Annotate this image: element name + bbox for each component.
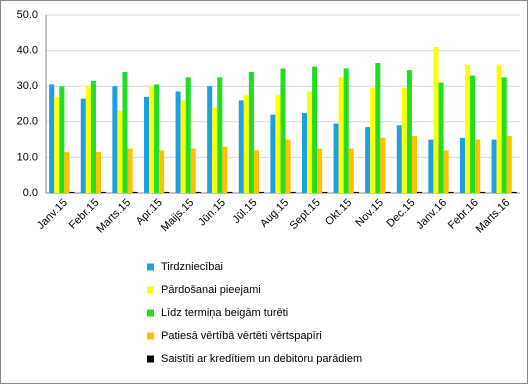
bar: [411, 136, 417, 193]
bar: [491, 139, 497, 193]
legend-swatch: [147, 309, 154, 317]
bar: [132, 191, 138, 193]
bar: [64, 152, 70, 193]
bar: [159, 150, 165, 193]
bar: [164, 191, 170, 193]
bar: [312, 66, 318, 193]
bar: [501, 77, 507, 193]
bar: [396, 125, 402, 193]
bar: [222, 146, 228, 193]
y-tick-label: 10.0: [17, 151, 38, 163]
y-tick-label: 20.0: [17, 116, 38, 128]
bar: [69, 191, 75, 193]
bar: [275, 95, 281, 193]
bar: [433, 47, 439, 193]
bar: [459, 137, 466, 193]
bar: [301, 112, 308, 193]
bar: [59, 86, 65, 193]
bar: [49, 84, 55, 193]
bar: [207, 86, 213, 193]
bar: [248, 71, 254, 193]
bar: [428, 139, 434, 193]
bar: [122, 71, 128, 193]
bar: [85, 86, 91, 193]
bar: [338, 77, 344, 193]
y-tick-label: 0.0: [23, 187, 38, 199]
bar: [185, 77, 191, 193]
y-tick-label: 40.0: [17, 45, 38, 57]
bar: [380, 137, 386, 193]
bar: [406, 70, 412, 193]
bar: [285, 139, 291, 193]
legend-label: Pārdošanai pieejami: [161, 284, 261, 296]
legend-swatch: [147, 263, 154, 271]
bar: [253, 150, 259, 193]
bar: [154, 84, 160, 193]
bar: [212, 107, 218, 193]
y-tick-label: 30.0: [17, 80, 38, 92]
bar: [238, 100, 244, 193]
bar: [227, 191, 233, 193]
legend-swatch: [147, 355, 154, 363]
bar: [307, 91, 313, 193]
bar: [480, 191, 486, 193]
legend-swatch: [147, 286, 154, 294]
bar: [496, 64, 502, 193]
bar: [90, 80, 96, 193]
bar: [149, 86, 155, 193]
bar: [112, 86, 118, 193]
bar: [80, 98, 86, 193]
bar: [217, 77, 223, 193]
bar: [375, 63, 381, 194]
bar: [270, 114, 276, 193]
bar: [317, 148, 323, 193]
bar: [365, 127, 371, 193]
bar: [511, 191, 517, 193]
bar: [117, 111, 123, 193]
bar: [343, 68, 349, 193]
bar: [243, 95, 249, 193]
bar: [175, 91, 181, 193]
bar: [438, 82, 444, 193]
bar: [143, 96, 150, 193]
bar: [180, 100, 186, 193]
bar: [190, 148, 196, 193]
bar: [290, 191, 296, 193]
y-tick-label: 50.0: [17, 9, 38, 21]
legend-label: Tirdzniecībai: [161, 261, 223, 273]
bar: [127, 148, 133, 193]
bar: [348, 148, 354, 193]
bar: [401, 87, 407, 193]
bar: [95, 152, 101, 193]
bar: [448, 191, 454, 193]
bar: [370, 87, 376, 193]
bar: [470, 75, 476, 193]
bar: [54, 96, 60, 193]
legend-label: Līdz termiņa beigām turēti: [161, 307, 288, 319]
bar: [195, 191, 201, 193]
bar: [475, 139, 481, 193]
bar: [443, 150, 449, 193]
bar: [385, 191, 391, 193]
bar: [333, 123, 339, 193]
legend-swatch: [147, 332, 154, 340]
bar: [506, 136, 512, 193]
bar: [322, 191, 328, 193]
bar: [280, 68, 286, 193]
bar: [258, 191, 265, 193]
bar: [353, 191, 359, 193]
bar: [416, 191, 423, 193]
bar: [100, 191, 107, 193]
legend-label: Saistīti ar kredītiem un debitoru parādi…: [161, 353, 362, 365]
bar: [465, 64, 471, 193]
legend-label: Patiesā vērtībā vērtēti vērtspapīri: [161, 330, 322, 342]
